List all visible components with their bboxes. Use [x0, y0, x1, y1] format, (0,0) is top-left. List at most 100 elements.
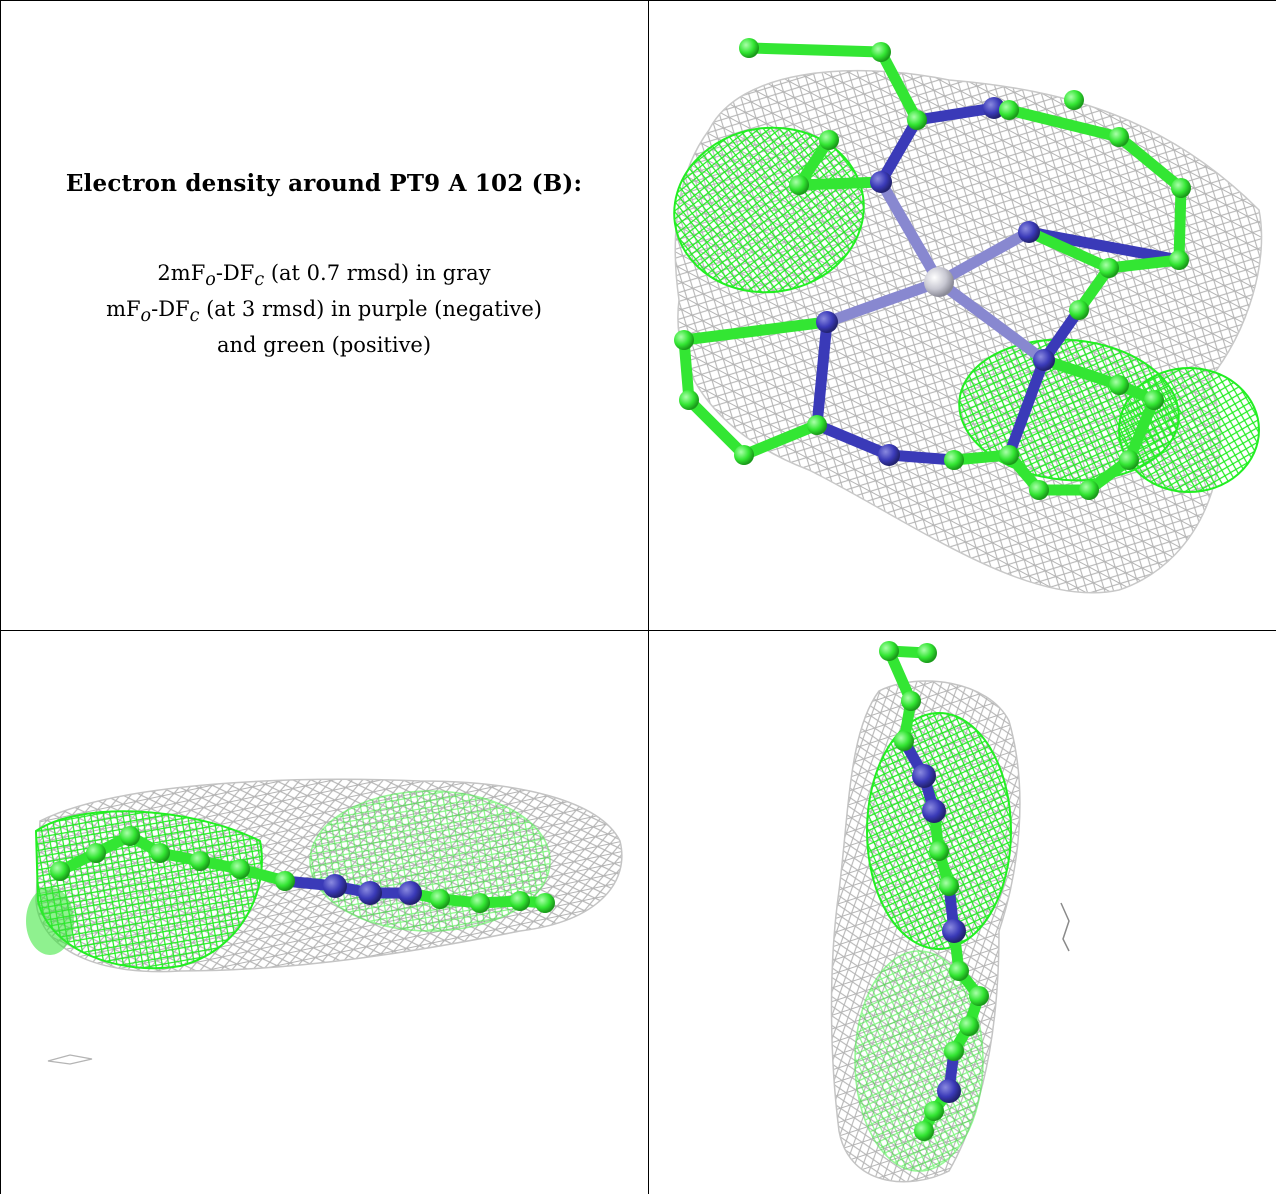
bond: [738, 419, 823, 461]
figure-title: Electron density around PT9 A 102 (B):: [65, 170, 583, 197]
density-view-face-on: [649, 0, 1276, 630]
carbon-atom: [1169, 250, 1189, 270]
legend-line-2: mFo-DFc (at 3 rmsd) in purple (negative): [106, 297, 542, 327]
nitrogen-atom: [1033, 349, 1055, 371]
carbon-atom: [944, 1041, 964, 1061]
carbon-atom: [470, 893, 490, 913]
bond: [1038, 354, 1125, 391]
carbon-atom: [1069, 300, 1089, 320]
carbon-atom: [1109, 127, 1129, 147]
bond: [1103, 254, 1185, 274]
carbon-atom: [734, 445, 754, 465]
bond: [1003, 354, 1050, 461]
carbon-atom: [1171, 178, 1191, 198]
carbon-atom: [929, 841, 949, 861]
bond: [933, 226, 1035, 288]
carbon-atom: [789, 175, 809, 195]
bond: [875, 114, 923, 188]
nitrogen-atom: [1018, 221, 1040, 243]
carbon-atom: [1029, 480, 1049, 500]
nitrogen-atom: [922, 799, 946, 823]
bond: [678, 316, 833, 346]
nitrogen-atom: [937, 1079, 961, 1103]
carbon-atom: [999, 100, 1019, 120]
carbon-atom: [1064, 90, 1084, 110]
carbon-atom: [1119, 450, 1139, 470]
carbon-atom: [674, 330, 694, 350]
carbon-atom: [430, 889, 450, 909]
carbon-atom: [807, 415, 827, 435]
carbon-atom: [1109, 375, 1129, 395]
carbon-atom: [819, 130, 839, 150]
carbon-atom: [535, 893, 555, 913]
carbon-atom: [120, 826, 140, 846]
bond: [683, 394, 750, 461]
carbon-atom: [901, 691, 921, 711]
green-mesh-positive: [673, 126, 1260, 493]
carbon-atom: [275, 871, 295, 891]
nitrogen-atom: [878, 444, 900, 466]
density-view-edge-horizontal: [0, 631, 648, 1194]
bond: [1123, 394, 1160, 466]
carbon-atom: [871, 42, 891, 62]
nitrogen-atom: [398, 881, 422, 905]
carbon-atom: [939, 876, 959, 896]
metal-atom: [924, 267, 954, 297]
bond: [911, 102, 1000, 126]
nitrogen-atom: [983, 97, 1005, 119]
carbon-atom: [999, 445, 1019, 465]
legend-line-1: 2mFo-DFc (at 0.7 rmsd) in gray: [157, 261, 491, 291]
border-vertical: [648, 0, 649, 1194]
bond: [793, 176, 887, 191]
carbon-atom: [924, 1101, 944, 1121]
bond: [811, 419, 895, 461]
carbon-atom: [86, 843, 106, 863]
bond: [743, 42, 887, 58]
atoms: [50, 826, 555, 913]
carbon-atom: [1079, 480, 1099, 500]
bond: [1023, 226, 1115, 274]
carbon-atom: [50, 861, 70, 881]
carbon-atom: [959, 1016, 979, 1036]
nitrogen-atom: [323, 874, 347, 898]
carbon-atom: [949, 961, 969, 981]
carbon-atom: [917, 643, 937, 663]
carbon-atom: [969, 986, 989, 1006]
density-view-edge-vertical: [649, 631, 1276, 1194]
legend-line-3: and green (positive): [216, 333, 432, 358]
carbon-atom: [739, 38, 759, 58]
atoms: [879, 641, 989, 1141]
carbon-atom: [1099, 258, 1119, 278]
border-horizontal: [0, 630, 1276, 631]
nitrogen-atom: [358, 881, 382, 905]
bond: [811, 316, 833, 431]
carbon-atom: [907, 110, 927, 130]
molecule-render-face-on: [673, 38, 1263, 594]
carbon-atom: [190, 851, 210, 871]
carbon-atom: [1144, 390, 1164, 410]
carbon-atom: [879, 641, 899, 661]
bond: [1113, 131, 1187, 194]
nitrogen-atom: [912, 764, 936, 788]
atoms: [674, 38, 1191, 500]
bond: [1023, 226, 1185, 266]
caption-cell: Electron density around PT9 A 102 (B): 2…: [0, 0, 648, 630]
molecule-render-edge-horizontal: [26, 778, 623, 1065]
bond: [821, 276, 945, 328]
carbon-atom: [894, 731, 914, 751]
carbon-atom: [914, 1121, 934, 1141]
molecule-render-edge-vertical: [830, 641, 1070, 1183]
carbon-atom: [679, 390, 699, 410]
caption-block: Electron density around PT9 A 102 (B): 2…: [0, 170, 648, 360]
carbon-atom: [510, 891, 530, 911]
carbon-atom: [944, 450, 964, 470]
bond: [678, 334, 695, 406]
border-top: [0, 0, 1276, 1]
carbon-atom: [230, 859, 250, 879]
bond: [1173, 182, 1187, 266]
bond: [875, 46, 923, 126]
bond: [1003, 104, 1125, 143]
bond: [875, 176, 945, 288]
legend-text: 2mFo-DFc (at 0.7 rmsd) in gray mFo-DFc (…: [0, 259, 648, 360]
